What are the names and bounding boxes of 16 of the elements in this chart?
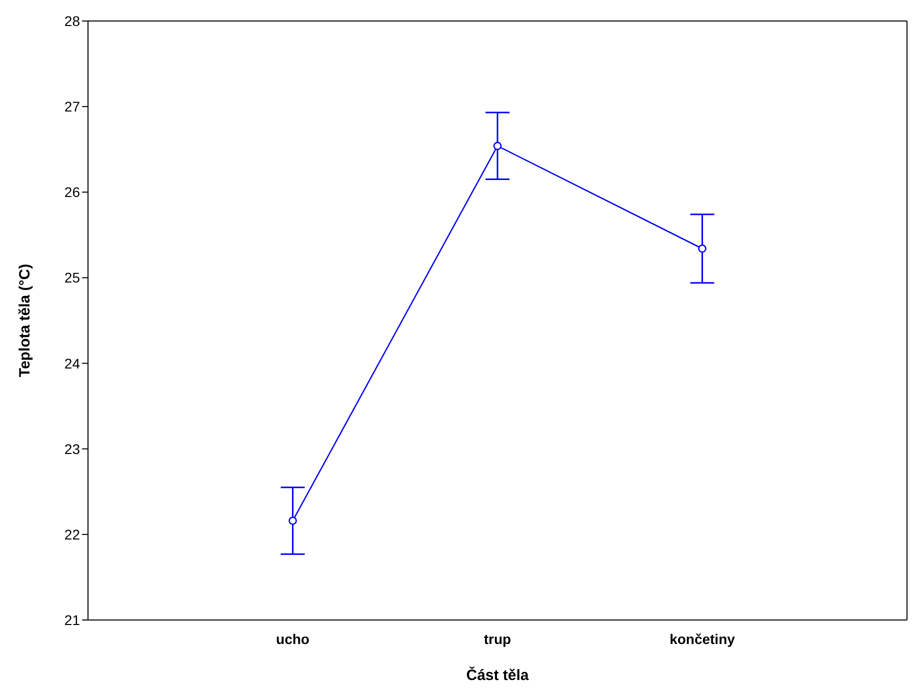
y-tick-label: 25 (64, 270, 80, 286)
point (493, 142, 502, 150)
y-tick-label: 22 (64, 526, 80, 542)
y-tick-label: 21 (64, 612, 80, 628)
x-tick-label: ucho (276, 630, 310, 647)
x-tick-label: končetiny (670, 630, 736, 647)
point (288, 516, 297, 525)
y-tick-label: 24 (64, 355, 80, 372)
y-tick-label: 26 (64, 184, 80, 200)
y-tick-label: 28 (64, 12, 80, 29)
y-tick-label: 27 (64, 98, 80, 115)
y-tick-label: 23 (64, 440, 80, 457)
x-tick-label: trup (484, 630, 512, 647)
x-axis-title: Část těla (466, 666, 530, 684)
y-axis-title: Teplota těla (°C) (16, 264, 34, 378)
point (698, 244, 706, 253)
